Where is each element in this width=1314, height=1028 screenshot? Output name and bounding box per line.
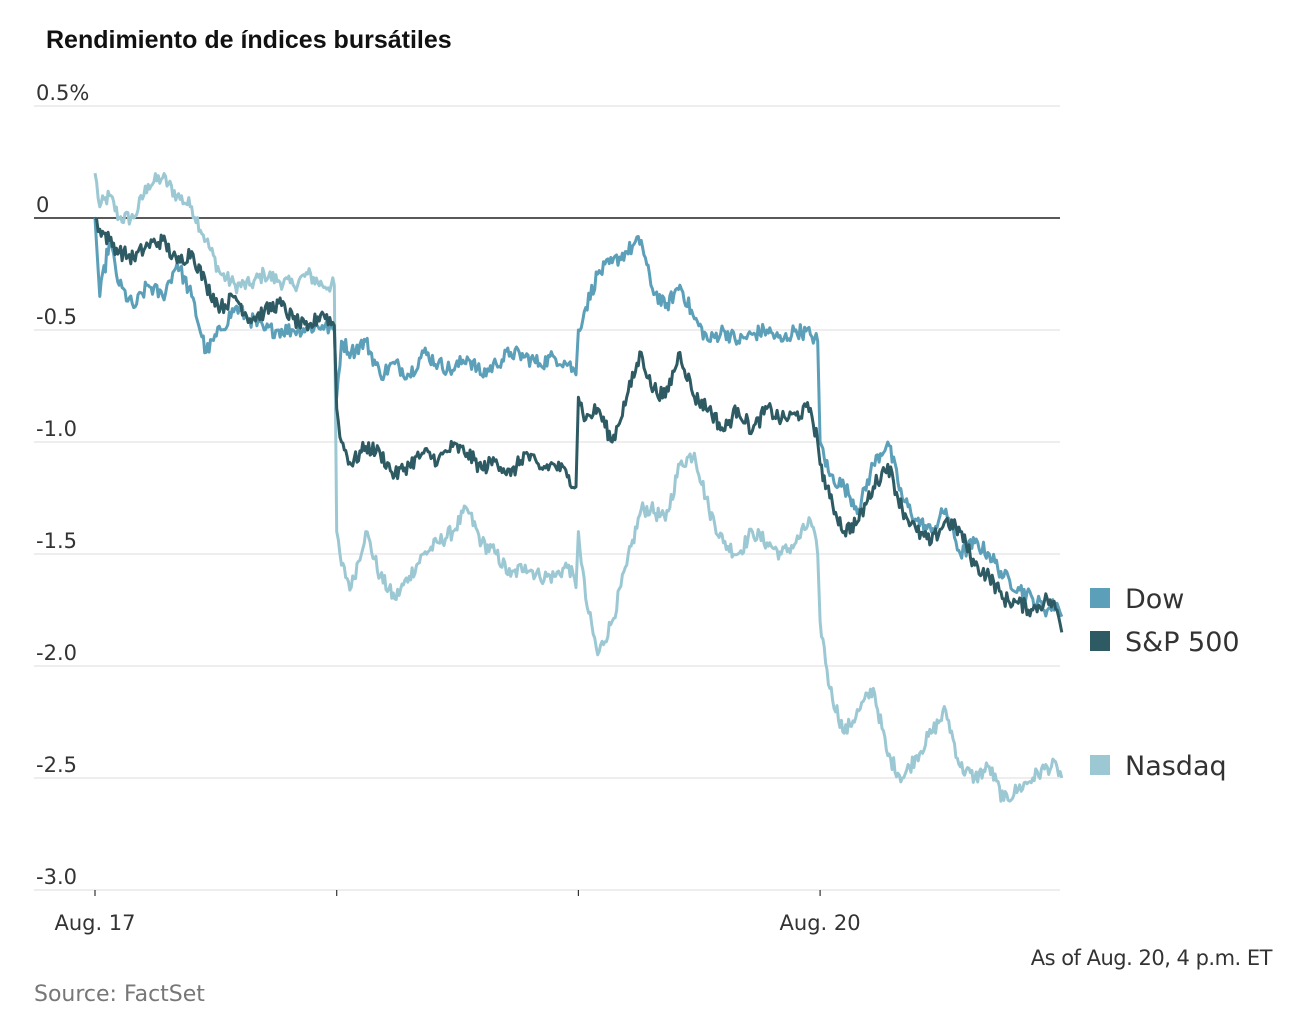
grid-lines	[34, 105, 1060, 891]
y-axis-tick-labels: 0.5% 0 -0.5 -1.0 -1.5 -2.0 -2.5 -3.0	[36, 81, 89, 889]
legend-swatch-dow	[1090, 588, 1110, 608]
y-tick-label: -2.0	[36, 641, 77, 665]
source-note: Source: FactSet	[34, 982, 205, 1007]
y-tick-label: -1.0	[36, 417, 77, 441]
series-line-nasdaq	[93, 172, 1064, 803]
legend: Dow S&P 500 Nasdaq	[1090, 584, 1240, 782]
y-tick-label: -1.5	[36, 529, 77, 553]
legend-label-s-p-500: S&P 500	[1125, 627, 1240, 658]
legend-swatch-nasdaq	[1090, 755, 1110, 775]
y-tick-label: 0.5%	[36, 81, 89, 105]
y-tick-label: -0.5	[36, 305, 77, 329]
y-tick-label: -2.5	[36, 753, 77, 777]
legend-label-dow: Dow	[1125, 584, 1184, 615]
series-lines	[93, 172, 1064, 803]
chart-title: Rendimiento de índices bursátiles	[46, 26, 452, 54]
legend-label-nasdaq: Nasdaq	[1125, 751, 1227, 782]
y-tick-label: 0	[36, 193, 49, 217]
series-line-s-p-500	[94, 216, 1064, 633]
legend-swatch-s-p-500	[1090, 631, 1110, 651]
x-tick-label: Aug. 20	[780, 911, 861, 935]
y-tick-label: -3.0	[36, 865, 77, 889]
x-axis: Aug. 17 Aug. 20	[54, 890, 861, 935]
x-tick-label: Aug. 17	[54, 911, 135, 935]
as-of-note: As of Aug. 20, 4 p.m. ET	[1030, 946, 1273, 970]
